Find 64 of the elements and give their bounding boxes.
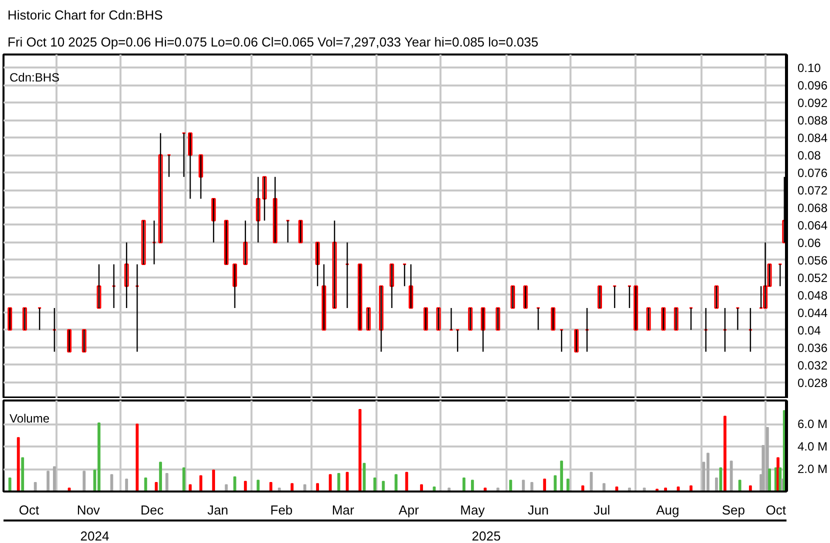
y-tick-label: 0.084 xyxy=(798,131,828,146)
y-tick-label: 0.08 xyxy=(798,148,822,163)
x-tick-label: Nov xyxy=(76,502,100,518)
y-tick-label: 0.064 xyxy=(798,218,828,232)
y-tick-label: 0.032 xyxy=(798,358,828,372)
y-tick-label: 0.06 xyxy=(798,236,822,250)
y-tick-label: 0.10 xyxy=(798,61,822,76)
candlestick xyxy=(598,285,602,309)
x-tick-label: Aug xyxy=(656,502,680,518)
x-tick-label: Dec xyxy=(140,502,164,518)
candlestick xyxy=(468,307,473,331)
x-tick-label: Jan xyxy=(207,502,228,518)
annotation: Cdn:BHS xyxy=(10,70,60,84)
candlestick xyxy=(141,220,146,266)
y-tick-label: 0.088 xyxy=(798,114,828,128)
x-tick-label: Feb xyxy=(270,502,293,518)
candlestick xyxy=(224,220,229,266)
candlestick xyxy=(510,285,516,309)
y-tick-label: 0.052 xyxy=(798,270,828,285)
candlestick xyxy=(523,285,528,309)
y-tick-label: 4.0 M xyxy=(798,440,828,454)
candlestick xyxy=(8,307,12,331)
y-tick-label: 0.076 xyxy=(798,166,828,180)
candlestick xyxy=(634,285,638,331)
candlestick xyxy=(714,285,719,309)
candlestick xyxy=(496,307,500,331)
y-tick-label: 0.036 xyxy=(798,340,828,355)
x-tick-label: Sep xyxy=(722,502,746,518)
y-tick-label: 0.096 xyxy=(798,78,828,93)
y-tick-label: 6.0 M xyxy=(798,417,828,432)
chart-subtitle: Fri Oct 10 2025 Op=0.06 Hi=0.075 Lo=0.06 Cl=0.065 Vol=7,297,033 Year hi=0.085 lo=0.035 xyxy=(8,34,538,50)
candlestick xyxy=(366,307,371,331)
text: 2024 xyxy=(80,528,110,543)
y-axis-title: Volume xyxy=(10,412,50,426)
candlestick xyxy=(674,307,678,331)
y-tick-label: 0.044 xyxy=(798,306,828,320)
candlestick xyxy=(661,307,666,331)
text: 2025 xyxy=(472,528,501,543)
candlestick xyxy=(358,264,362,331)
candlestick xyxy=(574,329,579,352)
candlestick xyxy=(424,307,428,331)
x-tick-label: Apr xyxy=(398,502,420,518)
candlestick xyxy=(82,329,86,352)
chart-title: Historic Chart for Cdn:BHS xyxy=(8,8,164,22)
candlestick xyxy=(550,307,556,331)
y-tick-label: 0.072 xyxy=(798,184,828,198)
candlestick xyxy=(436,307,441,331)
candlestick xyxy=(67,329,72,352)
candlestick xyxy=(298,220,303,244)
y-tick-label: 0.028 xyxy=(798,376,828,390)
y-tick-label: 0.056 xyxy=(798,253,828,268)
x-tick-label: Mar xyxy=(332,502,355,518)
y-tick-label: 0.068 xyxy=(798,200,828,215)
y-tick-label: 0.048 xyxy=(798,288,828,302)
x-tick-label: Jul xyxy=(594,502,610,518)
candlestick xyxy=(22,307,27,331)
y-tick-label: 0.04 xyxy=(798,323,822,338)
x-tick-label: Oct xyxy=(18,502,40,518)
x-tick-label: May xyxy=(460,502,486,518)
y-tick-label: 0.092 xyxy=(798,96,828,110)
x-tick-label: Jun xyxy=(528,502,549,518)
x-tick-label: Oct xyxy=(766,502,786,518)
candlestick xyxy=(646,307,651,331)
y-tick-label: 2.0 M xyxy=(798,462,828,476)
